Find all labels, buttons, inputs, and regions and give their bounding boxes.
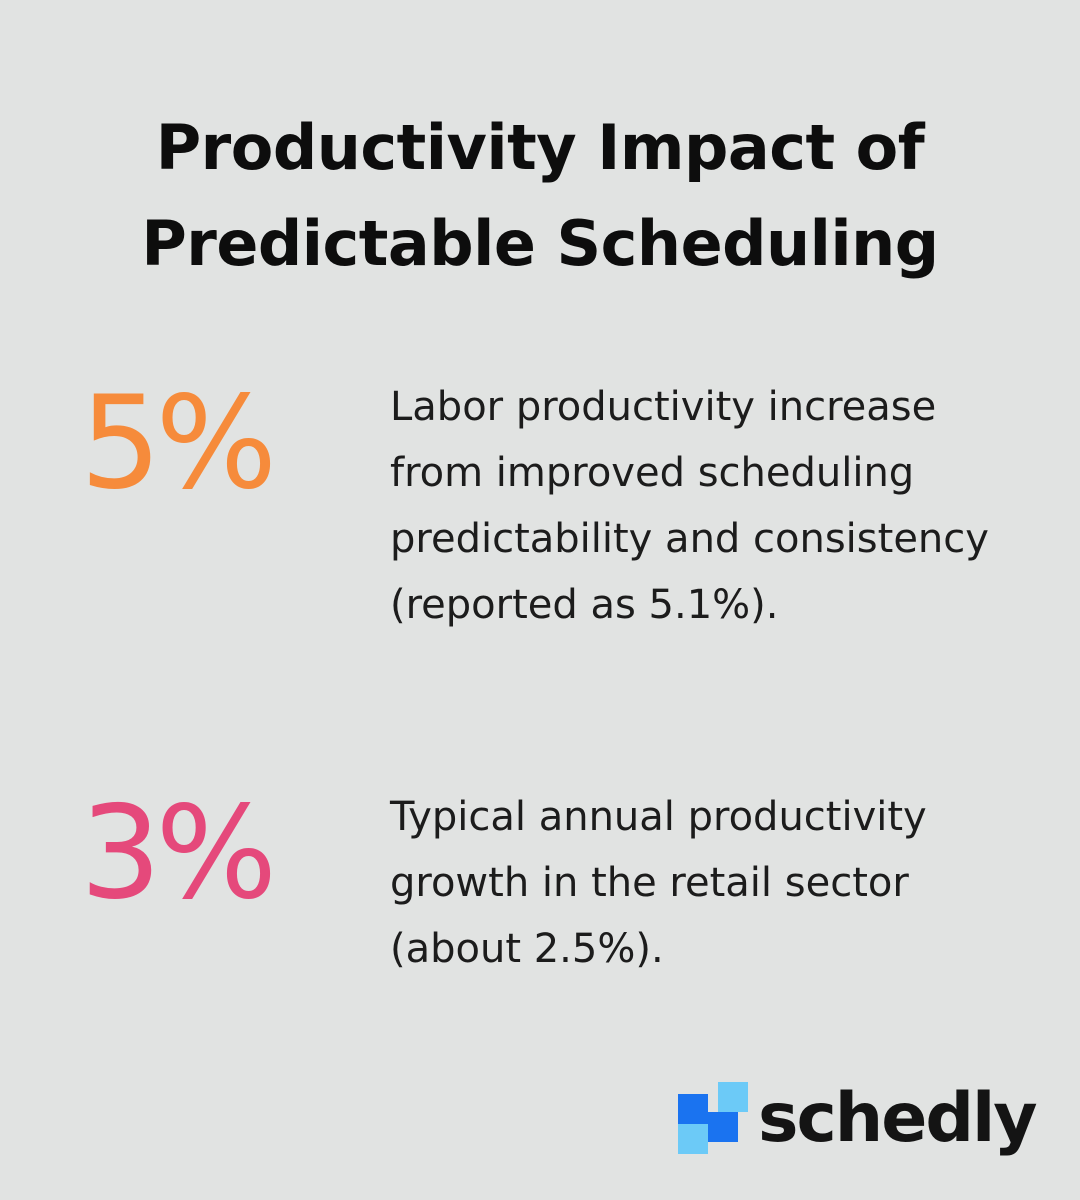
- blocks-logo-icon: [678, 1082, 748, 1154]
- brand-logo: schedly: [678, 1078, 1048, 1160]
- title-line-1: Productivity Impact of: [155, 111, 925, 184]
- page-title: Productivity Impact of Predictable Sched…: [0, 100, 1080, 292]
- stat-value: 5%: [80, 369, 277, 518]
- title-line-2: Predictable Scheduling: [141, 207, 939, 280]
- brand-name: schedly: [758, 1079, 1038, 1158]
- stat-value: 3%: [80, 779, 277, 928]
- stat-description: Labor productivity increase from improve…: [390, 384, 989, 628]
- stat-description: Typical annual productivity growth in th…: [390, 794, 927, 972]
